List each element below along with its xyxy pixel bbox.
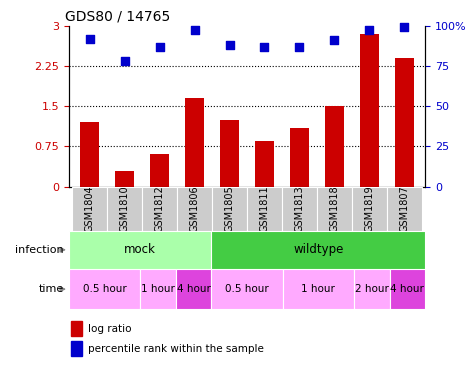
Bar <box>354 269 390 309</box>
Bar <box>317 187 352 231</box>
Text: wildtype: wildtype <box>293 243 343 256</box>
Bar <box>211 231 425 269</box>
Bar <box>360 34 379 187</box>
Text: 2 hour: 2 hour <box>355 284 389 294</box>
Text: infection: infection <box>16 245 64 255</box>
Point <box>121 58 129 64</box>
Text: 4 hour: 4 hour <box>390 284 424 294</box>
Bar <box>140 269 176 309</box>
Text: GSM1811: GSM1811 <box>259 185 269 232</box>
Text: GSM1806: GSM1806 <box>190 185 200 232</box>
Bar <box>69 269 140 309</box>
Text: 1 hour: 1 hour <box>141 284 175 294</box>
Bar <box>325 106 344 187</box>
Text: GSM1810: GSM1810 <box>120 185 130 232</box>
Point <box>261 44 268 49</box>
Bar <box>150 154 169 187</box>
Bar <box>72 187 107 231</box>
Bar <box>115 171 134 187</box>
Bar <box>283 269 354 309</box>
Bar <box>352 187 387 231</box>
Text: GSM1804: GSM1804 <box>85 185 95 232</box>
Text: mock: mock <box>124 243 156 256</box>
Text: percentile rank within the sample: percentile rank within the sample <box>88 344 265 354</box>
Bar <box>71 341 82 356</box>
Text: log ratio: log ratio <box>88 324 132 334</box>
Point <box>295 44 303 49</box>
Bar <box>185 98 204 187</box>
Point <box>400 24 408 30</box>
Text: GSM1818: GSM1818 <box>329 185 339 232</box>
Point <box>191 27 199 33</box>
Text: GSM1819: GSM1819 <box>364 185 374 232</box>
Text: 1 hour: 1 hour <box>301 284 335 294</box>
Point <box>86 36 94 41</box>
Bar <box>107 187 142 231</box>
Text: GSM1805: GSM1805 <box>225 185 235 232</box>
Text: GSM1813: GSM1813 <box>294 185 304 232</box>
Bar <box>212 187 247 231</box>
Text: GSM1807: GSM1807 <box>399 185 409 232</box>
Point <box>226 42 233 48</box>
Point <box>156 44 163 49</box>
Text: GSM1812: GSM1812 <box>155 185 165 232</box>
Bar <box>247 187 282 231</box>
Bar <box>282 187 317 231</box>
Bar <box>220 120 239 187</box>
Bar <box>71 321 82 336</box>
Bar <box>211 269 283 309</box>
Text: 0.5 hour: 0.5 hour <box>225 284 269 294</box>
Bar <box>387 187 422 231</box>
Bar <box>176 269 211 309</box>
Bar <box>80 122 99 187</box>
Text: time: time <box>39 284 64 294</box>
Text: 0.5 hour: 0.5 hour <box>83 284 126 294</box>
Point <box>365 27 373 33</box>
Bar <box>255 141 274 187</box>
Point <box>331 37 338 43</box>
Text: 4 hour: 4 hour <box>177 284 210 294</box>
Bar <box>69 231 211 269</box>
Bar <box>390 269 425 309</box>
Text: GDS80 / 14765: GDS80 / 14765 <box>65 9 171 23</box>
Bar <box>177 187 212 231</box>
Bar <box>290 128 309 187</box>
Bar <box>395 58 414 187</box>
Bar <box>142 187 177 231</box>
